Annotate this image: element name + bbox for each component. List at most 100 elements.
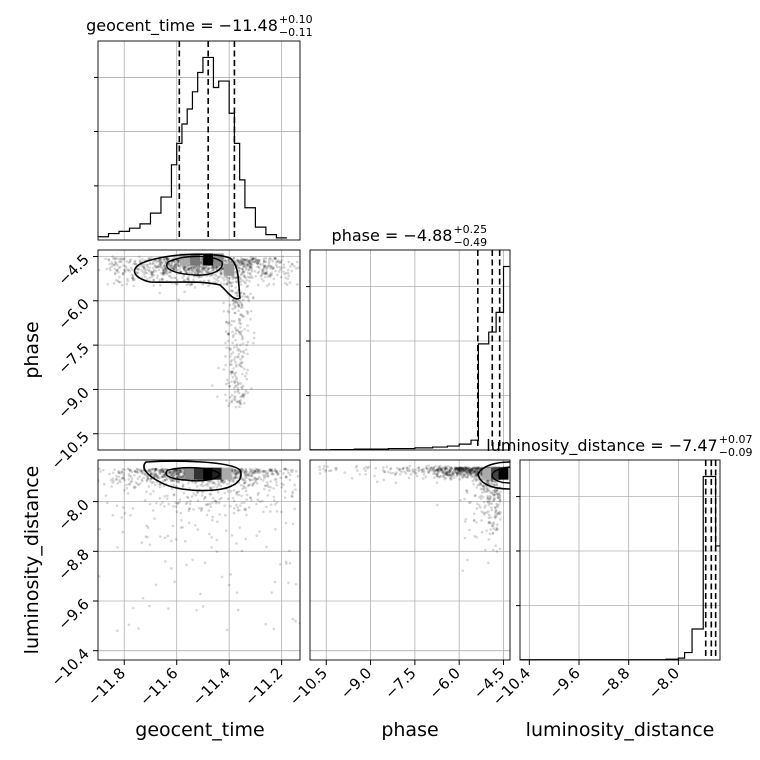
sample-point xyxy=(460,468,464,472)
sample-point xyxy=(245,473,249,477)
sample-point xyxy=(454,468,457,472)
sample-point xyxy=(295,260,299,264)
sample-point xyxy=(157,268,161,272)
sample-point xyxy=(186,496,190,500)
sample-point xyxy=(458,477,462,481)
sample-point xyxy=(245,257,249,261)
sample-point xyxy=(457,467,460,470)
sample-point xyxy=(487,481,490,485)
sample-point xyxy=(232,319,236,323)
sample-point xyxy=(244,508,247,512)
sample-point xyxy=(229,260,232,263)
sample-point xyxy=(254,257,257,261)
sample-point xyxy=(158,278,162,282)
sample-point xyxy=(242,394,246,397)
sample-point xyxy=(468,466,471,470)
sample-point xyxy=(480,494,483,498)
sample-point xyxy=(201,605,205,608)
sample-point xyxy=(231,341,234,345)
sample-point xyxy=(398,467,402,471)
sample-point xyxy=(482,487,486,491)
sample-point xyxy=(234,299,238,303)
sample-point xyxy=(173,276,176,280)
sample-point xyxy=(463,469,466,472)
sample-point xyxy=(161,475,164,478)
sample-point xyxy=(111,262,114,266)
sample-point xyxy=(195,608,198,612)
sample-point xyxy=(162,470,165,474)
x-tick-label-geocent_time: −11.2 xyxy=(241,664,286,709)
sample-point xyxy=(284,521,288,525)
sample-point xyxy=(241,271,244,275)
sample-point xyxy=(147,477,150,481)
sample-point xyxy=(116,629,119,633)
sample-point xyxy=(493,493,497,497)
sample-point xyxy=(123,270,127,274)
sample-point xyxy=(493,488,496,492)
sample-point xyxy=(153,264,157,267)
sample-point xyxy=(185,271,188,274)
sample-point xyxy=(465,470,469,474)
sample-point xyxy=(214,264,217,268)
sample-point xyxy=(236,348,240,352)
sample-point xyxy=(394,472,397,476)
sample-point xyxy=(229,323,233,327)
sample-point xyxy=(149,470,153,474)
sample-point xyxy=(135,470,139,473)
sample-point xyxy=(266,480,269,484)
sample-point xyxy=(230,284,234,288)
sample-point xyxy=(374,467,378,470)
sample-point xyxy=(474,474,478,477)
sample-point xyxy=(176,278,179,282)
sample-point xyxy=(235,591,239,594)
sample-point xyxy=(166,271,169,274)
sample-point xyxy=(238,318,242,321)
density-block xyxy=(482,467,493,480)
sample-point xyxy=(234,276,238,279)
sample-point xyxy=(123,268,126,272)
sample-point xyxy=(436,468,440,472)
sample-point xyxy=(495,504,499,507)
sample-point xyxy=(287,274,290,278)
sample-point xyxy=(488,482,491,486)
sample-point xyxy=(232,468,236,471)
sample-point xyxy=(233,306,236,310)
hist-bin xyxy=(150,213,160,240)
sample-point xyxy=(187,482,190,485)
sample-point xyxy=(161,470,165,474)
sample-point xyxy=(446,470,450,474)
sample-point xyxy=(478,467,481,470)
sample-point xyxy=(176,472,179,476)
sample-point xyxy=(203,266,206,270)
sample-point xyxy=(496,494,500,498)
sample-point xyxy=(249,309,253,313)
sample-point xyxy=(244,479,247,483)
sample-point xyxy=(472,466,476,469)
sample-point xyxy=(275,265,279,269)
sample-point xyxy=(172,471,176,474)
sample-point xyxy=(242,481,246,485)
sample-point xyxy=(260,268,264,272)
sample-point xyxy=(172,267,175,271)
sample-point xyxy=(79,477,82,480)
sample-point xyxy=(265,505,268,509)
sample-point xyxy=(147,269,151,273)
sample-point xyxy=(223,504,227,507)
sample-point xyxy=(492,499,495,503)
sample-point xyxy=(200,482,204,486)
sample-point xyxy=(173,493,176,496)
sample-point xyxy=(489,528,492,531)
sample-point xyxy=(126,467,130,471)
sample-point xyxy=(270,472,274,476)
sample-point xyxy=(383,470,386,474)
sample-point xyxy=(110,261,114,264)
sample-point xyxy=(179,475,182,479)
sample-point xyxy=(160,468,163,472)
sample-point xyxy=(206,484,210,487)
sample-point xyxy=(240,468,244,471)
sample-point xyxy=(215,486,219,489)
sample-point xyxy=(189,266,192,270)
sample-point xyxy=(151,468,155,471)
sample-point xyxy=(172,473,176,476)
sample-point xyxy=(250,269,254,273)
